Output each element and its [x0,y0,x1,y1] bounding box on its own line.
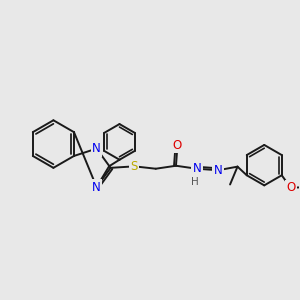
Text: H: H [190,177,198,187]
Text: N: N [92,142,101,155]
Text: N: N [92,181,101,194]
Text: N: N [214,164,223,177]
Text: N: N [192,162,201,175]
Text: S: S [131,160,138,173]
Text: O: O [286,181,295,194]
Text: O: O [173,139,182,152]
